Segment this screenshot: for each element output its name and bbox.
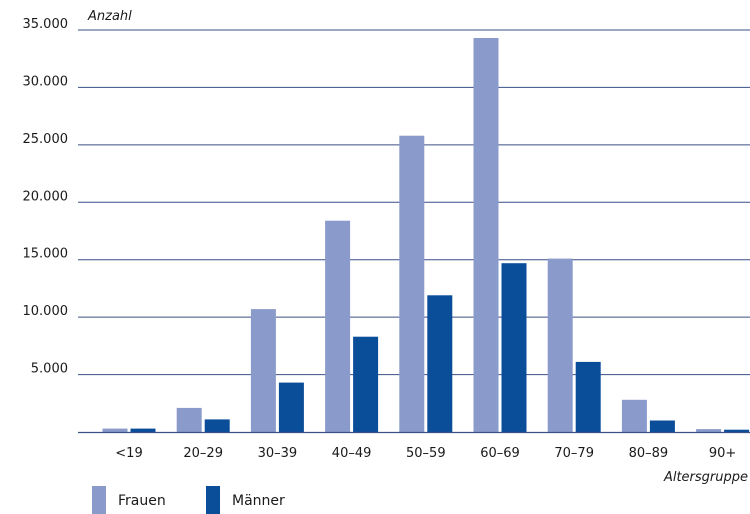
- bar-maenner-1: [204, 419, 230, 432]
- bar-frauen-2: [250, 309, 276, 432]
- y-tick-labels: 5.000 10.000 15.000 20.000 25.000 30.000 35.00…: [23, 17, 69, 377]
- x-tick-label: 50–59: [406, 446, 446, 461]
- bar-frauen-6: [547, 258, 573, 432]
- bar-frauen-4: [399, 135, 425, 432]
- x-tick-labels: <19 20–29 30–39 40–49 50–59 60–69 70–79 80–89 90…: [115, 446, 736, 461]
- bars: [102, 38, 750, 432]
- y-tick-label: 10.000: [23, 304, 69, 319]
- legend-label-maenner: Männer: [232, 493, 285, 509]
- bar-maenner-3: [353, 336, 379, 432]
- y-tick-label: 5.000: [31, 362, 68, 377]
- bar-frauen-5: [473, 38, 499, 432]
- bar-frauen-1: [176, 407, 202, 432]
- x-tick-label: 80–89: [629, 446, 669, 461]
- bar-maenner-8: [724, 429, 750, 432]
- bar-frauen-7: [621, 399, 647, 432]
- y-tick-label: 20.000: [23, 189, 69, 204]
- x-tick-label: 30–39: [258, 446, 298, 461]
- x-tick-label: 40–49: [332, 446, 372, 461]
- y-tick-label: 15.000: [23, 247, 69, 262]
- y-tick-label: 30.000: [23, 74, 69, 89]
- x-tick-label: <19: [115, 446, 142, 461]
- x-tick-label: 90+: [709, 446, 736, 461]
- legend: Frauen Männer: [92, 486, 285, 514]
- bar-maenner-4: [427, 295, 453, 432]
- x-tick-label: 60–69: [480, 446, 520, 461]
- bar-maenner-6: [575, 361, 601, 432]
- bar-frauen-0: [102, 428, 128, 432]
- bar-maenner-2: [278, 382, 304, 432]
- legend-label-frauen: Frauen: [118, 493, 166, 509]
- y-axis-title: Anzahl: [87, 9, 132, 24]
- x-axis-title: Altersgruppe: [663, 470, 748, 485]
- bar-maenner-5: [501, 263, 527, 432]
- bar-maenner-7: [649, 420, 675, 432]
- legend-swatch-maenner: [206, 486, 220, 514]
- x-tick-label: 70–79: [554, 446, 594, 461]
- bar-frauen-8: [696, 429, 722, 432]
- bar-maenner-0: [130, 428, 156, 432]
- legend-swatch-frauen: [92, 486, 106, 514]
- y-tick-label: 35.000: [23, 17, 69, 32]
- y-tick-label: 25.000: [23, 132, 69, 147]
- bar-frauen-3: [325, 220, 351, 432]
- x-tick-label: 20–29: [183, 446, 223, 461]
